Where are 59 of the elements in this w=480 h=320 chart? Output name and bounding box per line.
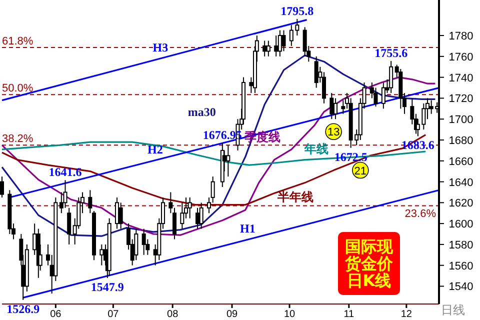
y-tick-label: 1720 [448, 93, 474, 106]
candlestick [226, 144, 230, 178]
candlestick [188, 196, 192, 219]
annotation: 61.8% [2, 36, 34, 48]
series-label: H3 [152, 40, 168, 54]
y-tick-label: 1740 [448, 72, 474, 84]
y-tick-label: 1540 [448, 281, 474, 294]
text: ma30 [188, 104, 216, 119]
y-tick-label: 1680 [448, 134, 474, 147]
x-tick-label: 09 [226, 309, 238, 320]
annotation: 13 [327, 126, 340, 139]
candlestick [330, 92, 334, 120]
y-tick-label: 1620 [448, 198, 474, 210]
candlestick [282, 30, 286, 52]
annotation: 1795.8 [280, 4, 314, 18]
annotation: 日线 [441, 302, 465, 319]
candlestick [142, 228, 146, 256]
x-tick-label: 12 [400, 309, 412, 320]
x-tick-label: 10 [284, 309, 296, 320]
annotation: 国际现货金价日K线 [338, 232, 400, 295]
candlestick [266, 40, 270, 57]
x-tick-label: 08 [167, 309, 179, 320]
annotation: 1547.9 [90, 280, 124, 294]
series-label: 半年线 [276, 190, 314, 204]
candlestick [314, 56, 318, 88]
candlestick [115, 196, 119, 230]
candlestick [274, 35, 278, 57]
candlestick [262, 40, 267, 57]
series-label: 年线 [304, 142, 329, 156]
candlestick [334, 98, 338, 120]
candlestick [389, 60, 394, 94]
annotation: 1641.6 [48, 165, 82, 180]
candlestick [67, 207, 72, 245]
y-tick-label: 1600 [448, 218, 474, 231]
annotation: 1526.9 [6, 302, 40, 316]
annotation: 50.0% [2, 82, 34, 95]
candlestick [118, 202, 123, 230]
annotation: 1755.6 [374, 46, 408, 60]
y-tick-label: 1580 [448, 239, 474, 252]
annotation: 38.2% [2, 133, 34, 146]
candlestick [196, 207, 200, 230]
candlestick [278, 30, 282, 57]
candlestick [199, 202, 204, 230]
y-tick-label: 1660 [448, 156, 474, 168]
y-tick-label: 1780 [448, 30, 474, 43]
y-tick-label: 1640 [448, 176, 474, 189]
y-tick-label: 1700 [448, 114, 474, 126]
candlestick [0, 176, 4, 198]
x-tick-label: 06 [50, 309, 62, 320]
y-tick-label: 1560 [448, 260, 474, 272]
candlestick [381, 82, 386, 110]
series-label: H2 [148, 142, 163, 156]
series-label: H1 [240, 222, 256, 236]
y-tick-label: 1760 [448, 51, 474, 64]
annotation: 23.6% [404, 208, 436, 220]
x-tick-label: 11 [344, 309, 355, 320]
annotation: 21 [354, 165, 367, 178]
candlestick [100, 244, 104, 266]
x-tick-label: 07 [108, 309, 120, 320]
